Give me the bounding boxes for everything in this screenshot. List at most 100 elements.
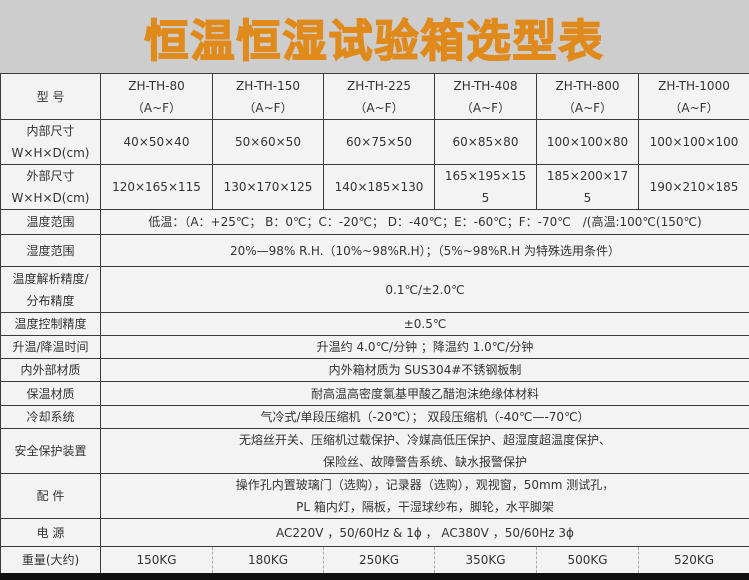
- page-title: 恒温恒湿试验箱选型表: [0, 0, 749, 73]
- cell-text: 湿度范围: [26, 243, 75, 258]
- header-row: 型 号 ZH-TH-80 （A~F） ZH-TH-150 （A~F） ZH-TH-225 （…: [0, 73, 749, 120]
- cell-text: （A~F）: [562, 100, 613, 115]
- table-cell: 100×100×80: [536, 119, 639, 165]
- cell-text: 250KG: [358, 552, 400, 567]
- cell-text: （A~F）: [669, 100, 719, 115]
- weight-value: 180KG: [212, 546, 324, 573]
- cell-text: 保险丝、故障警告系统、缺水报警保护: [322, 455, 527, 469]
- cell-text: PL 箱内灯，隔板，干湿球纱布，脚轮，水平脚架: [296, 500, 554, 514]
- table-cell: 50×60×50: [212, 119, 324, 165]
- cell-text: 内外箱材质为 SUS304#不锈钢板制: [328, 363, 522, 377]
- cell-text: 温度解析精度/: [12, 271, 89, 286]
- cell-text: AC220V ，50/60Hz & 1ϕ ， AC380V ，50/60Hz 3…: [276, 525, 574, 540]
- cell-text: 185×200×175: [546, 169, 629, 205]
- row-label: 内外部材质: [0, 358, 101, 382]
- model-header: ZH-TH-150 （A~F）: [212, 73, 324, 120]
- cell-text: 100×100×100: [649, 135, 739, 149]
- spec-row: 温度解析精度/分布精度 0.1℃/±2.0℃: [0, 266, 749, 313]
- row-label: 温度范围: [0, 209, 101, 235]
- cell-text: 40×50×40: [123, 135, 190, 149]
- cell-text: （A~F）: [243, 100, 293, 115]
- cell-text: 190×210×185: [649, 180, 739, 194]
- cell-text: 冷却系统: [26, 410, 75, 424]
- row-label: 型 号: [0, 73, 101, 120]
- cell-text: 低温：（A：+25℃； B：0℃；C：-20℃； D：-40℃；E：-60℃；F…: [148, 215, 702, 229]
- spec-row: 配 件 操作孔内置玻璃门（选购），记录器（选购），观视窗，50mm 测试孔， PL …: [0, 473, 749, 519]
- cell-text: 温度控制精度: [14, 317, 87, 331]
- cell-text: 350KG: [465, 552, 506, 567]
- spec-table: 型 号 ZH-TH-80 （A~F） ZH-TH-150 （A~F） ZH-TH-225 （…: [0, 73, 749, 573]
- cell-text: （A~F）: [354, 100, 404, 115]
- model-header: ZH-TH-1000 （A~F）: [638, 73, 749, 120]
- spec-value: 耐高温高密度氯基甲酸乙醋泡沫绝缘体材料: [100, 381, 749, 406]
- cell-text: 20%—98% R.H.（10%~98%R.H）；（5%~98%R.H 为特殊选…: [230, 243, 620, 258]
- cell-text: 外部尺寸: [26, 169, 75, 183]
- model-header: ZH-TH-408 （A~F）: [434, 73, 537, 120]
- cell-text: （A~F）: [460, 100, 511, 115]
- spec-value: AC220V ，50/60Hz & 1ϕ ， AC380V ，50/60Hz 3…: [100, 518, 749, 547]
- spec-row: 温度范围 低温：（A：+25℃； B：0℃；C：-20℃； D：-40℃；E：-6…: [0, 209, 749, 235]
- cell-text: 60×75×50: [346, 135, 412, 149]
- cell-text: 升温/降温时间: [12, 340, 89, 354]
- cell-text: 130×170×125: [223, 180, 313, 194]
- cell-text: 耐高温高密度氯基甲酸乙醋泡沫绝缘体材料: [310, 386, 539, 401]
- table-cell: 120×165×115: [100, 164, 213, 210]
- cell-text: 500KG: [567, 552, 608, 567]
- cell-text: 520KG: [673, 552, 715, 567]
- spec-value: 低温：（A：+25℃； B：0℃；C：-20℃； D：-40℃；E：-60℃；F…: [100, 209, 749, 235]
- cell-text: 140×185×130: [334, 180, 424, 194]
- spec-value: 0.1℃/±2.0℃: [100, 266, 749, 313]
- weight-value: 350KG: [434, 546, 537, 573]
- cell-text: ZH-TH-150: [235, 78, 301, 93]
- spec-value: 升温约 4.0℃/分钟 ；降温约 1.0℃/分钟: [100, 335, 749, 359]
- table-cell: 40×50×40: [100, 119, 213, 165]
- spec-value: 20%—98% R.H.（10%~98%R.H）；（5%~98%R.H 为特殊选…: [100, 234, 749, 267]
- table-cell: 185×200×175: [536, 164, 639, 210]
- cell-text: 50×60×50: [235, 135, 301, 149]
- cell-text: 重量(大约): [21, 552, 80, 567]
- weight-row: 重量(大约) 150KG 180KG 250KG 350KG 500KG 520KG: [0, 546, 749, 573]
- model-header: ZH-TH-80 （A~F）: [100, 73, 213, 120]
- spec-value: 内外箱材质为 SUS304#不锈钢板制: [100, 358, 749, 382]
- cell-text: 温度范围: [26, 215, 75, 229]
- cell-text: 内部尺寸: [26, 124, 75, 138]
- cell-text: 内外部材质: [20, 363, 81, 377]
- cell-text: 165×195×155: [444, 169, 527, 205]
- row-label: 配 件: [0, 473, 101, 519]
- row-label: 内部尺寸 W×H×D(cm): [0, 119, 101, 165]
- cell-text: W×H×D(cm): [11, 191, 90, 205]
- cell-text: ZH-TH-1000: [658, 78, 730, 93]
- cell-text: 无熔丝开关、压缩机过载保护、冷媒高低压保护、超湿度超温度保护、: [238, 433, 611, 447]
- cell-text: 操作孔内置玻璃门（选购），记录器（选购），观视窗，50mm 测试孔，: [235, 478, 615, 492]
- cell-text: 配 件: [36, 489, 65, 503]
- cell-text: 型 号: [36, 89, 65, 104]
- model-header: ZH-TH-800 （A~F）: [536, 73, 639, 120]
- cell-text: 100×100×80: [546, 135, 629, 149]
- spec-row: 安全保护装置 无熔丝开关、压缩机过载保护、冷媒高低压保护、超湿度超温度保护、 保险丝…: [0, 428, 749, 474]
- row-label: 电 源: [0, 518, 101, 547]
- table-cell: 130×170×125: [212, 164, 324, 210]
- row-label: 升温/降温时间: [0, 335, 101, 359]
- table-cell: 165×195×155: [434, 164, 537, 210]
- cell-text: 180KG: [247, 552, 289, 567]
- model-header: ZH-TH-225 （A~F）: [323, 73, 435, 120]
- cell-text: 150KG: [136, 552, 177, 567]
- spec-value: 操作孔内置玻璃门（选购），记录器（选购），观视窗，50mm 测试孔， PL 箱内灯…: [100, 473, 749, 519]
- cell-text: （A~F）: [131, 100, 182, 115]
- title-text: 恒温恒湿试验箱选型表: [144, 15, 605, 68]
- row-label: 安全保护装置: [0, 428, 101, 474]
- cell-text: W×H×D(cm): [11, 146, 90, 160]
- row-label: 冷却系统: [0, 405, 101, 429]
- cell-text: 升温约 4.0℃/分钟 ；降温约 1.0℃/分钟: [316, 340, 534, 354]
- cell-text: ±0.5℃: [403, 317, 447, 331]
- spec-row: 温度控制精度 ±0.5℃: [0, 312, 749, 336]
- row-label: 温度解析精度/分布精度: [0, 266, 101, 313]
- cell-text: ZH-TH-80: [128, 78, 185, 93]
- cell-text: ZH-TH-225: [346, 78, 412, 93]
- row-label: 重量(大约): [0, 546, 101, 573]
- cell-text: 安全保护装置: [14, 444, 87, 458]
- spec-value: ±0.5℃: [100, 312, 749, 336]
- weight-value: 520KG: [638, 546, 749, 573]
- cell-text: ZH-TH-408: [453, 78, 518, 93]
- table-cell: 60×85×80: [434, 119, 537, 165]
